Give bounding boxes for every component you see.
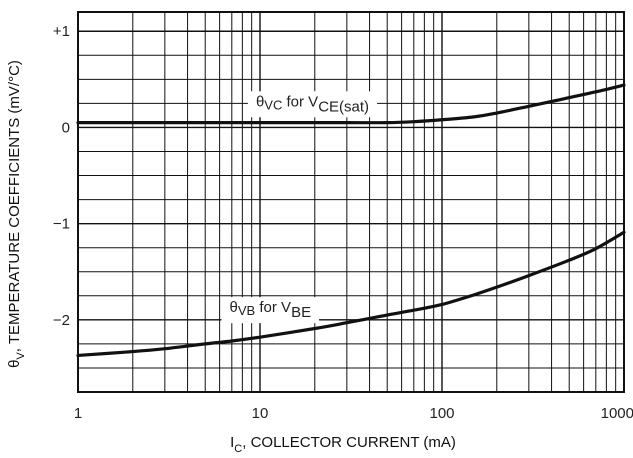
y-tick-label: −2 [53, 312, 70, 329]
y-tick-label: +1 [53, 23, 70, 40]
series-line-1 [76, 83, 626, 125]
series-line-2 [76, 230, 626, 358]
y-tick-labels: +1 0 −1 −2 [53, 23, 70, 329]
series-label-bg [247, 91, 378, 118]
series-label-text: θVC for VCE(sat) [256, 93, 369, 115]
series-label-text: θVB for VBE [230, 299, 312, 321]
x-tick-label: 1000 [601, 405, 633, 422]
series-labels: θVC for VCE(sat) θVB for VBE [221, 91, 378, 324]
x-tick-labels: 1 10 100 1000 [74, 405, 633, 422]
x-axis-label: IC, COLLECTOR CURRENT (mA) [230, 434, 456, 455]
x-tick-label: 1 [74, 405, 82, 422]
y-tick-label: −1 [53, 216, 70, 233]
plot-frame [77, 11, 625, 393]
series-label-2: θVB for VBE [221, 297, 320, 324]
y-tick-label: 0 [62, 119, 70, 136]
x-tick-label: 10 [252, 405, 269, 422]
grid [78, 12, 624, 392]
y-axis-label: θV, TEMPERATURE COEFFICIENTS (mV/°C) [6, 60, 27, 368]
series-group [76, 83, 626, 358]
series-label-bg [221, 297, 320, 324]
x-tick-label: 100 [429, 405, 454, 422]
series-label-1: θVC for VCE(sat) [247, 91, 378, 118]
